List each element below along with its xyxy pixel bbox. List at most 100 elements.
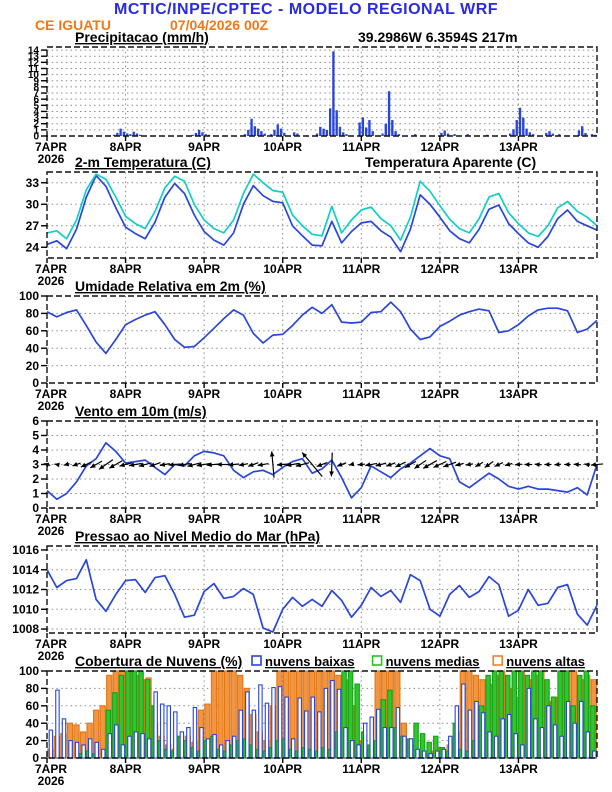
y-tick-label: 6 [32, 414, 39, 428]
x-axis-year: 2026 [38, 524, 65, 538]
panel-title: Pressao ao Nivel Medio do Mar (hPa) [75, 528, 320, 544]
y-tick-label: 11 [28, 64, 39, 75]
x-tick-label: 8APR [110, 637, 142, 651]
x-tick-label: 7APR [35, 512, 67, 526]
gridlines [47, 47, 597, 136]
y-tick-label: 2 [33, 119, 39, 130]
x-tick-label: 13APR [499, 637, 538, 651]
x-tick-label: 11APR [342, 512, 380, 526]
legend-label-1: nuvens medias [386, 654, 480, 669]
wind-barbs [43, 451, 604, 478]
y-tick-label: 10 [28, 70, 40, 81]
coords-label: 39.2986W 6.3594S 217m [358, 29, 518, 45]
x-axis-year: 2026 [38, 649, 65, 663]
plot-frame [46, 670, 598, 759]
y-tick-label: 1 [33, 125, 39, 136]
y-tick-label: 9 [33, 76, 39, 87]
series-line-0 [46, 174, 598, 253]
x-tick-label: 12APR [421, 637, 460, 651]
legend-swatch-icon [492, 655, 504, 666]
y-tick-label: 1 [32, 487, 39, 501]
series-line-0 [46, 441, 598, 501]
y-tick-label: 1008 [12, 622, 39, 636]
gridlines [47, 172, 597, 258]
y-tick-label: 20 [26, 734, 40, 748]
x-tick-label: 8APR [110, 762, 142, 776]
x-tick-label: 13APR [499, 140, 538, 154]
plot-frame [46, 545, 598, 634]
x-tick-label: 10APR [263, 262, 302, 276]
x-tick-label: 9APR [188, 762, 220, 776]
x-tick-label: 10APR [263, 762, 302, 776]
x-tick-label: 12APR [421, 140, 460, 154]
x-tick-label: 11APR [342, 140, 380, 154]
y-axis-ticks: 0 20 40 60 80 100 [19, 289, 47, 390]
gridlines [47, 546, 597, 633]
y-tick-label: 4 [32, 443, 39, 457]
x-tick-label: 7APR [35, 140, 67, 154]
y-tick-label: 13 [28, 52, 40, 63]
x-tick-label: 8APR [110, 140, 142, 154]
legend-swatch-icon [371, 655, 383, 666]
run-datetime: 07/04/2026 00Z [170, 17, 269, 33]
y-tick-label: 0 [32, 501, 39, 515]
y-tick-label: 1012 [12, 583, 39, 597]
x-tick-label: 10APR [263, 140, 302, 154]
y-tick-label: 0 [33, 132, 39, 143]
x-tick-label: 12APR [421, 262, 460, 276]
y-tick-label: 33 [26, 176, 40, 190]
x-tick-label: 11APR [342, 262, 380, 276]
plot-frame [46, 171, 598, 259]
y-tick-label: 2 [32, 472, 39, 486]
panel-title: Cobertura de Nuvens (%) [75, 653, 242, 669]
station-label: CE IGUATU [35, 17, 111, 33]
x-tick-label: 9APR [188, 512, 220, 526]
series-line-0 [46, 301, 598, 355]
y-tick-label: 8 [33, 82, 39, 93]
x-tick-label: 8APR [110, 262, 142, 276]
x-tick-label: 10APR [263, 637, 302, 651]
legend-label-2: nuvens altas [506, 654, 585, 669]
y-tick-label: 4 [33, 107, 39, 118]
x-tick-label: 10APR [263, 387, 302, 401]
panel-title: Vento em 10m (m/s) [75, 403, 207, 419]
y-axis-ticks: 1008 1010 1012 1014 1016 [12, 543, 47, 636]
app-title: MCTIC/INPE/CPTEC - MODELO REGIONAL WRF [113, 1, 499, 18]
y-tick-label: 30 [26, 197, 40, 211]
x-tick-label: 8APR [110, 387, 142, 401]
x-tick-label: 9APR [188, 637, 220, 651]
x-tick-label: 11APR [342, 387, 380, 401]
y-axis-ticks: 0 20 40 60 80 100 [19, 664, 47, 765]
x-tick-label: 9APR [188, 387, 220, 401]
x-tick-label: 9APR [188, 140, 220, 154]
x-axis-year: 2026 [38, 274, 65, 288]
y-tick-label: 24 [26, 240, 40, 254]
panel-title: Umidade Relativa em 2m (%) [75, 278, 266, 294]
x-axis-year: 2026 [38, 774, 65, 788]
y-tick-label: 80 [26, 682, 40, 696]
x-tick-label: 13APR [499, 387, 538, 401]
x-axis-year: 2026 [38, 152, 65, 166]
y-tick-label: 1014 [12, 563, 39, 577]
y-tick-label: 0 [32, 751, 39, 765]
y-tick-label: 7 [33, 89, 39, 100]
x-tick-label: 7APR [35, 762, 67, 776]
y-tick-label: 5 [33, 101, 39, 112]
series-line-0 [46, 558, 598, 633]
x-tick-label: 12APR [421, 512, 460, 526]
y-tick-label: 14 [28, 46, 40, 57]
panel-title: 2-m Temperatura (C) [75, 154, 211, 170]
plot-frame [46, 420, 598, 509]
legend-swatch-icon [251, 655, 262, 666]
